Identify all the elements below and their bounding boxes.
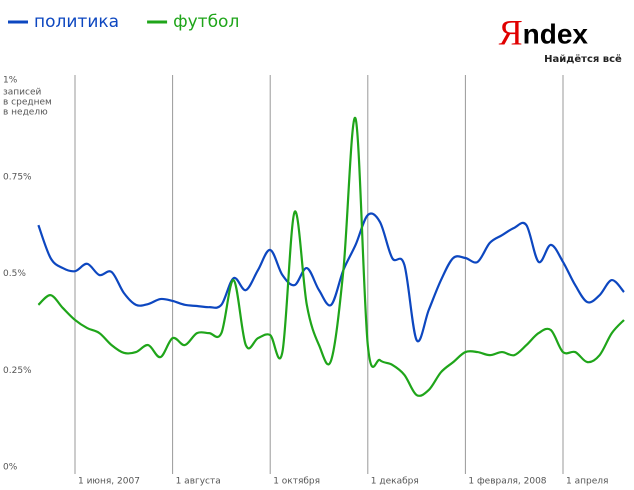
logo-mark: Я	[499, 12, 523, 52]
legend-label: футбол	[173, 12, 239, 32]
y-tick-label: 0%	[3, 463, 18, 473]
y-axis-label: в среднем	[3, 98, 52, 108]
x-tick-label: 1 октября	[273, 477, 320, 487]
series-line	[37, 212, 625, 343]
y-tick-label: 0.5%	[3, 269, 26, 279]
y-tick-label: 0.75%	[3, 172, 32, 182]
logo-text: ndex	[523, 18, 589, 49]
x-tick-label: 1 июня, 2007	[78, 477, 140, 487]
y-tick-label: 0.25%	[3, 366, 32, 376]
y-axis-label: записей	[3, 88, 42, 98]
legend-label: политика	[34, 12, 119, 32]
y-tick-label: 1%	[3, 76, 18, 86]
x-tick-label: 1 февраля, 2008	[468, 477, 546, 487]
series-line	[37, 116, 625, 397]
y-axis-label: в неделю	[3, 108, 48, 118]
x-tick-label: 1 августа	[176, 477, 221, 487]
slogan: Найдётся всё	[544, 53, 622, 65]
x-tick-label: 1 апреля	[566, 477, 608, 487]
x-tick-label: 1 декабря	[371, 477, 419, 487]
